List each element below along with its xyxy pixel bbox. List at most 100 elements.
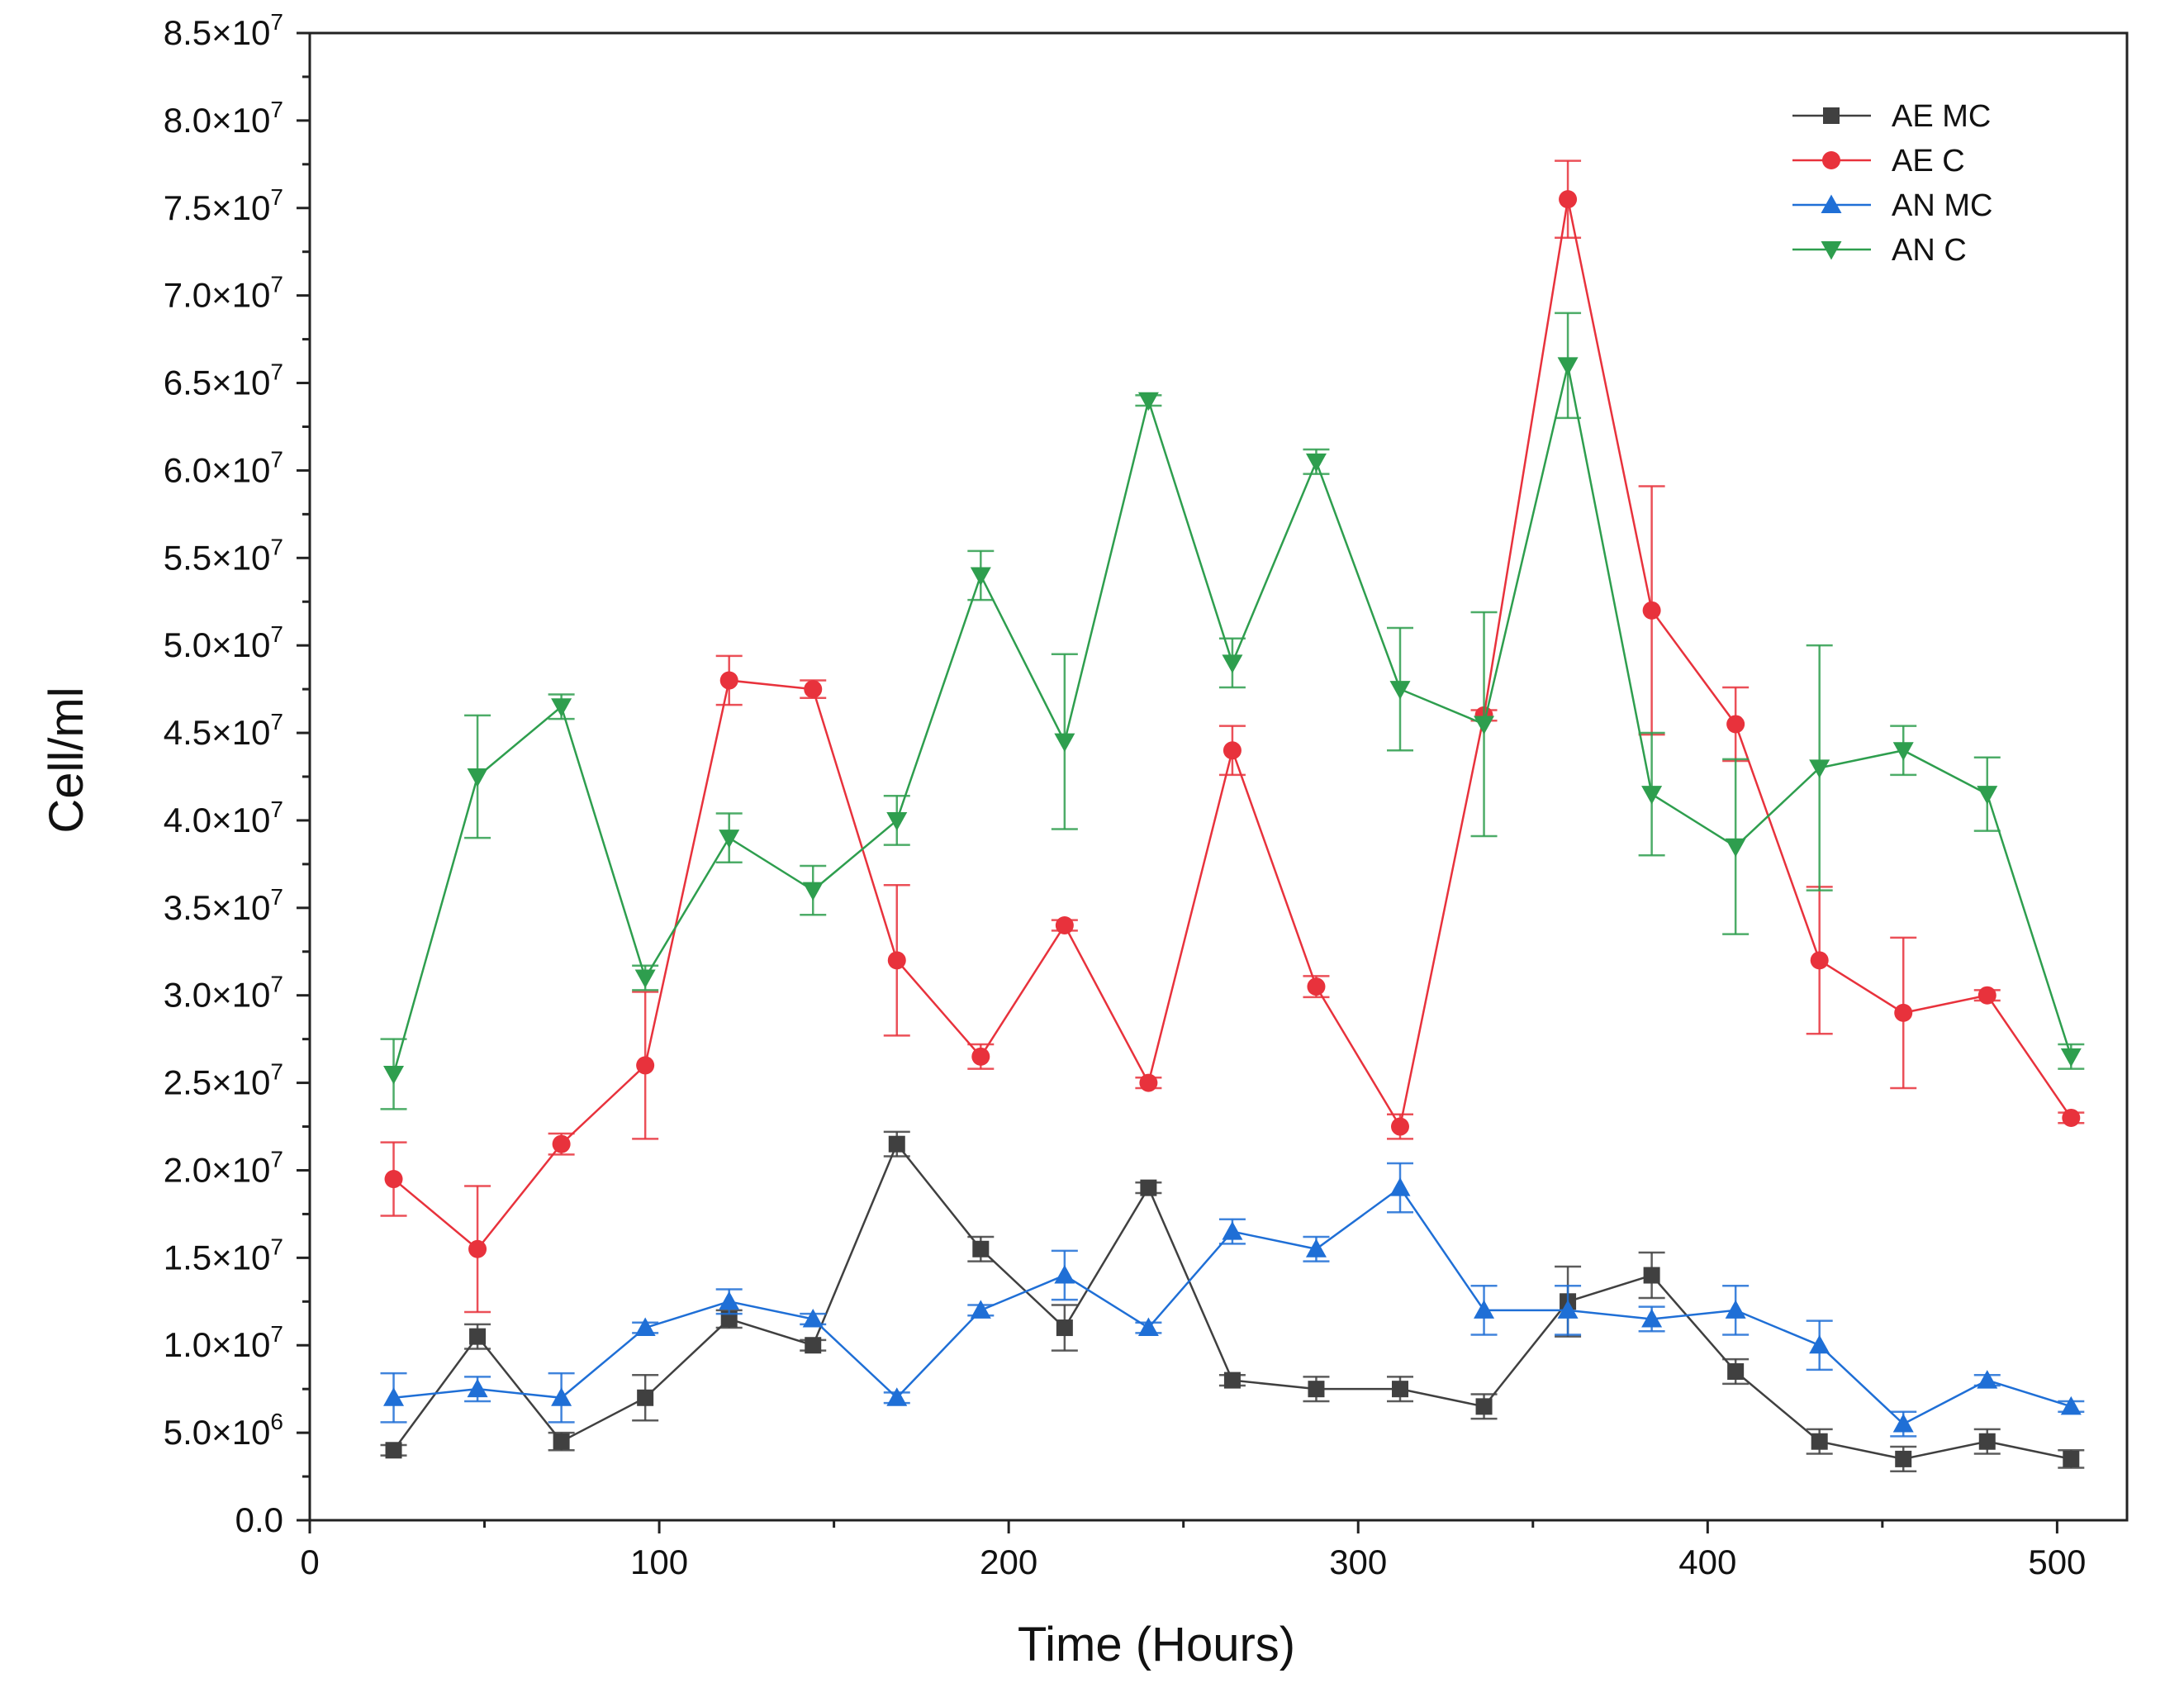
y-tick-label: 3.5×107 — [164, 884, 283, 927]
y-tick-label-exponent: 7 — [270, 1059, 283, 1085]
data-point — [886, 811, 908, 831]
data-point — [802, 1308, 824, 1328]
y-tick-label-mantissa: 6.5×10 — [164, 364, 271, 402]
y-tick-label-mantissa: 3.0×10 — [164, 976, 271, 1015]
data-point — [719, 671, 738, 690]
data-point — [383, 1066, 405, 1085]
data-point — [1726, 715, 1745, 734]
data-point — [383, 1387, 405, 1406]
data-point — [2060, 1048, 2082, 1067]
data-point — [1977, 786, 1998, 805]
y-tick-label-mantissa: 2.0×10 — [164, 1150, 271, 1189]
y-axis: 0.05.0×1061.0×1071.5×1072.0×1072.5×1073.… — [164, 9, 310, 1539]
data-point — [1222, 654, 1243, 673]
data-point — [972, 1240, 990, 1257]
data-point — [551, 1387, 572, 1406]
data-point — [1642, 601, 1661, 620]
y-tick-label-mantissa: 4.5×10 — [164, 713, 271, 752]
y-tick-label-exponent: 7 — [270, 1234, 283, 1259]
data-point — [971, 1047, 990, 1066]
y-tick-label: 1.5×107 — [164, 1234, 283, 1277]
data-point — [1557, 1300, 1579, 1319]
y-tick-label: 2.0×107 — [164, 1146, 283, 1189]
data-point — [634, 969, 656, 989]
data-point — [1054, 1265, 1075, 1284]
data-point — [719, 1291, 740, 1310]
y-tick-label: 5.5×107 — [164, 534, 283, 577]
data-point — [1809, 1334, 1830, 1354]
y-tick-label-mantissa: 7.0×10 — [164, 276, 271, 315]
data-point — [1140, 1179, 1157, 1196]
y-tick-label: 1.0×107 — [164, 1321, 283, 1364]
data-point — [887, 951, 906, 970]
legend-item-ae-mc: AE MC — [1792, 99, 1991, 134]
data-point — [1725, 1300, 1746, 1319]
y-tick-label-exponent: 7 — [270, 796, 283, 822]
x-tick-label: 400 — [1678, 1543, 1736, 1581]
data-point — [1474, 716, 1495, 735]
data-point — [805, 1337, 822, 1354]
y-tick-label: 6.5×107 — [164, 359, 283, 402]
y-tick-label-mantissa: 5.5×10 — [164, 538, 271, 577]
data-point — [1391, 1117, 1409, 1136]
y-tick-label-exponent: 7 — [270, 1321, 283, 1347]
y-tick-label-mantissa: 8.5×10 — [164, 13, 271, 52]
y-tick-label-mantissa: 1.5×10 — [164, 1238, 271, 1277]
y-tick-label: 3.0×107 — [164, 972, 283, 1015]
data-point — [1641, 1308, 1663, 1328]
y-tick-label-mantissa: 3.5×10 — [164, 888, 271, 927]
data-point — [719, 830, 740, 849]
x-tick-label: 500 — [2028, 1543, 2086, 1581]
data-point — [1056, 1319, 1073, 1337]
y-tick-label: 5.0×107 — [164, 621, 283, 664]
data-point — [1892, 742, 1914, 761]
legend-marker — [1822, 151, 1840, 169]
data-point — [1054, 733, 1075, 753]
legend-marker — [1821, 241, 1842, 260]
legend-label: AE MC — [1892, 99, 1991, 134]
data-point — [1055, 916, 1074, 934]
data-point — [1977, 986, 1996, 1005]
data-point — [552, 1134, 571, 1153]
y-tick-label-mantissa: 5.0×10 — [164, 625, 271, 664]
y-tick-label-exponent: 6 — [270, 1409, 283, 1434]
y-tick-label-mantissa: 0.0 — [235, 1500, 283, 1539]
data-point — [553, 1433, 570, 1450]
legend-label: AN MC — [1892, 188, 1992, 223]
y-tick-label-mantissa: 2.5×10 — [164, 1063, 271, 1102]
data-point — [1895, 1450, 1912, 1467]
data-point — [1137, 392, 1159, 411]
y-tick-label: 4.5×107 — [164, 709, 283, 752]
y-tick-label: 7.0×107 — [164, 272, 283, 315]
series-layer — [380, 159, 2085, 1472]
data-point — [802, 882, 824, 901]
x-tick-label: 100 — [630, 1543, 688, 1581]
y-axis-title: Cell/ml — [40, 687, 93, 833]
legend-marker — [1821, 194, 1842, 213]
y-tick-label-mantissa: 4.0×10 — [164, 801, 271, 839]
y-tick-label-exponent: 7 — [270, 884, 283, 910]
data-point — [1474, 1300, 1495, 1319]
data-point — [1643, 1267, 1660, 1284]
data-point — [1557, 357, 1579, 376]
y-tick-label: 8.5×107 — [164, 9, 283, 52]
y-tick-label-exponent: 7 — [270, 972, 283, 997]
data-point — [1978, 1433, 1996, 1450]
legend: AE MC AE C AN MC AN C — [1792, 99, 1992, 268]
legend-item-an-mc: AN MC — [1792, 188, 1992, 223]
data-point — [1222, 1221, 1243, 1240]
data-point — [1137, 1317, 1159, 1337]
legend-item-ae-c: AE C — [1792, 144, 1965, 178]
data-point — [1810, 951, 1829, 970]
series-ae-mc — [380, 1130, 2085, 1472]
legend-marker — [1823, 107, 1840, 124]
data-point — [467, 1378, 488, 1398]
y-tick-label-exponent: 7 — [270, 446, 283, 472]
y-tick-label: 2.5×107 — [164, 1059, 283, 1102]
data-point — [468, 1239, 487, 1258]
data-point — [1809, 759, 1830, 778]
legend-label: AN C — [1892, 233, 1967, 268]
data-point — [637, 1389, 654, 1406]
data-point — [1392, 1381, 1408, 1398]
